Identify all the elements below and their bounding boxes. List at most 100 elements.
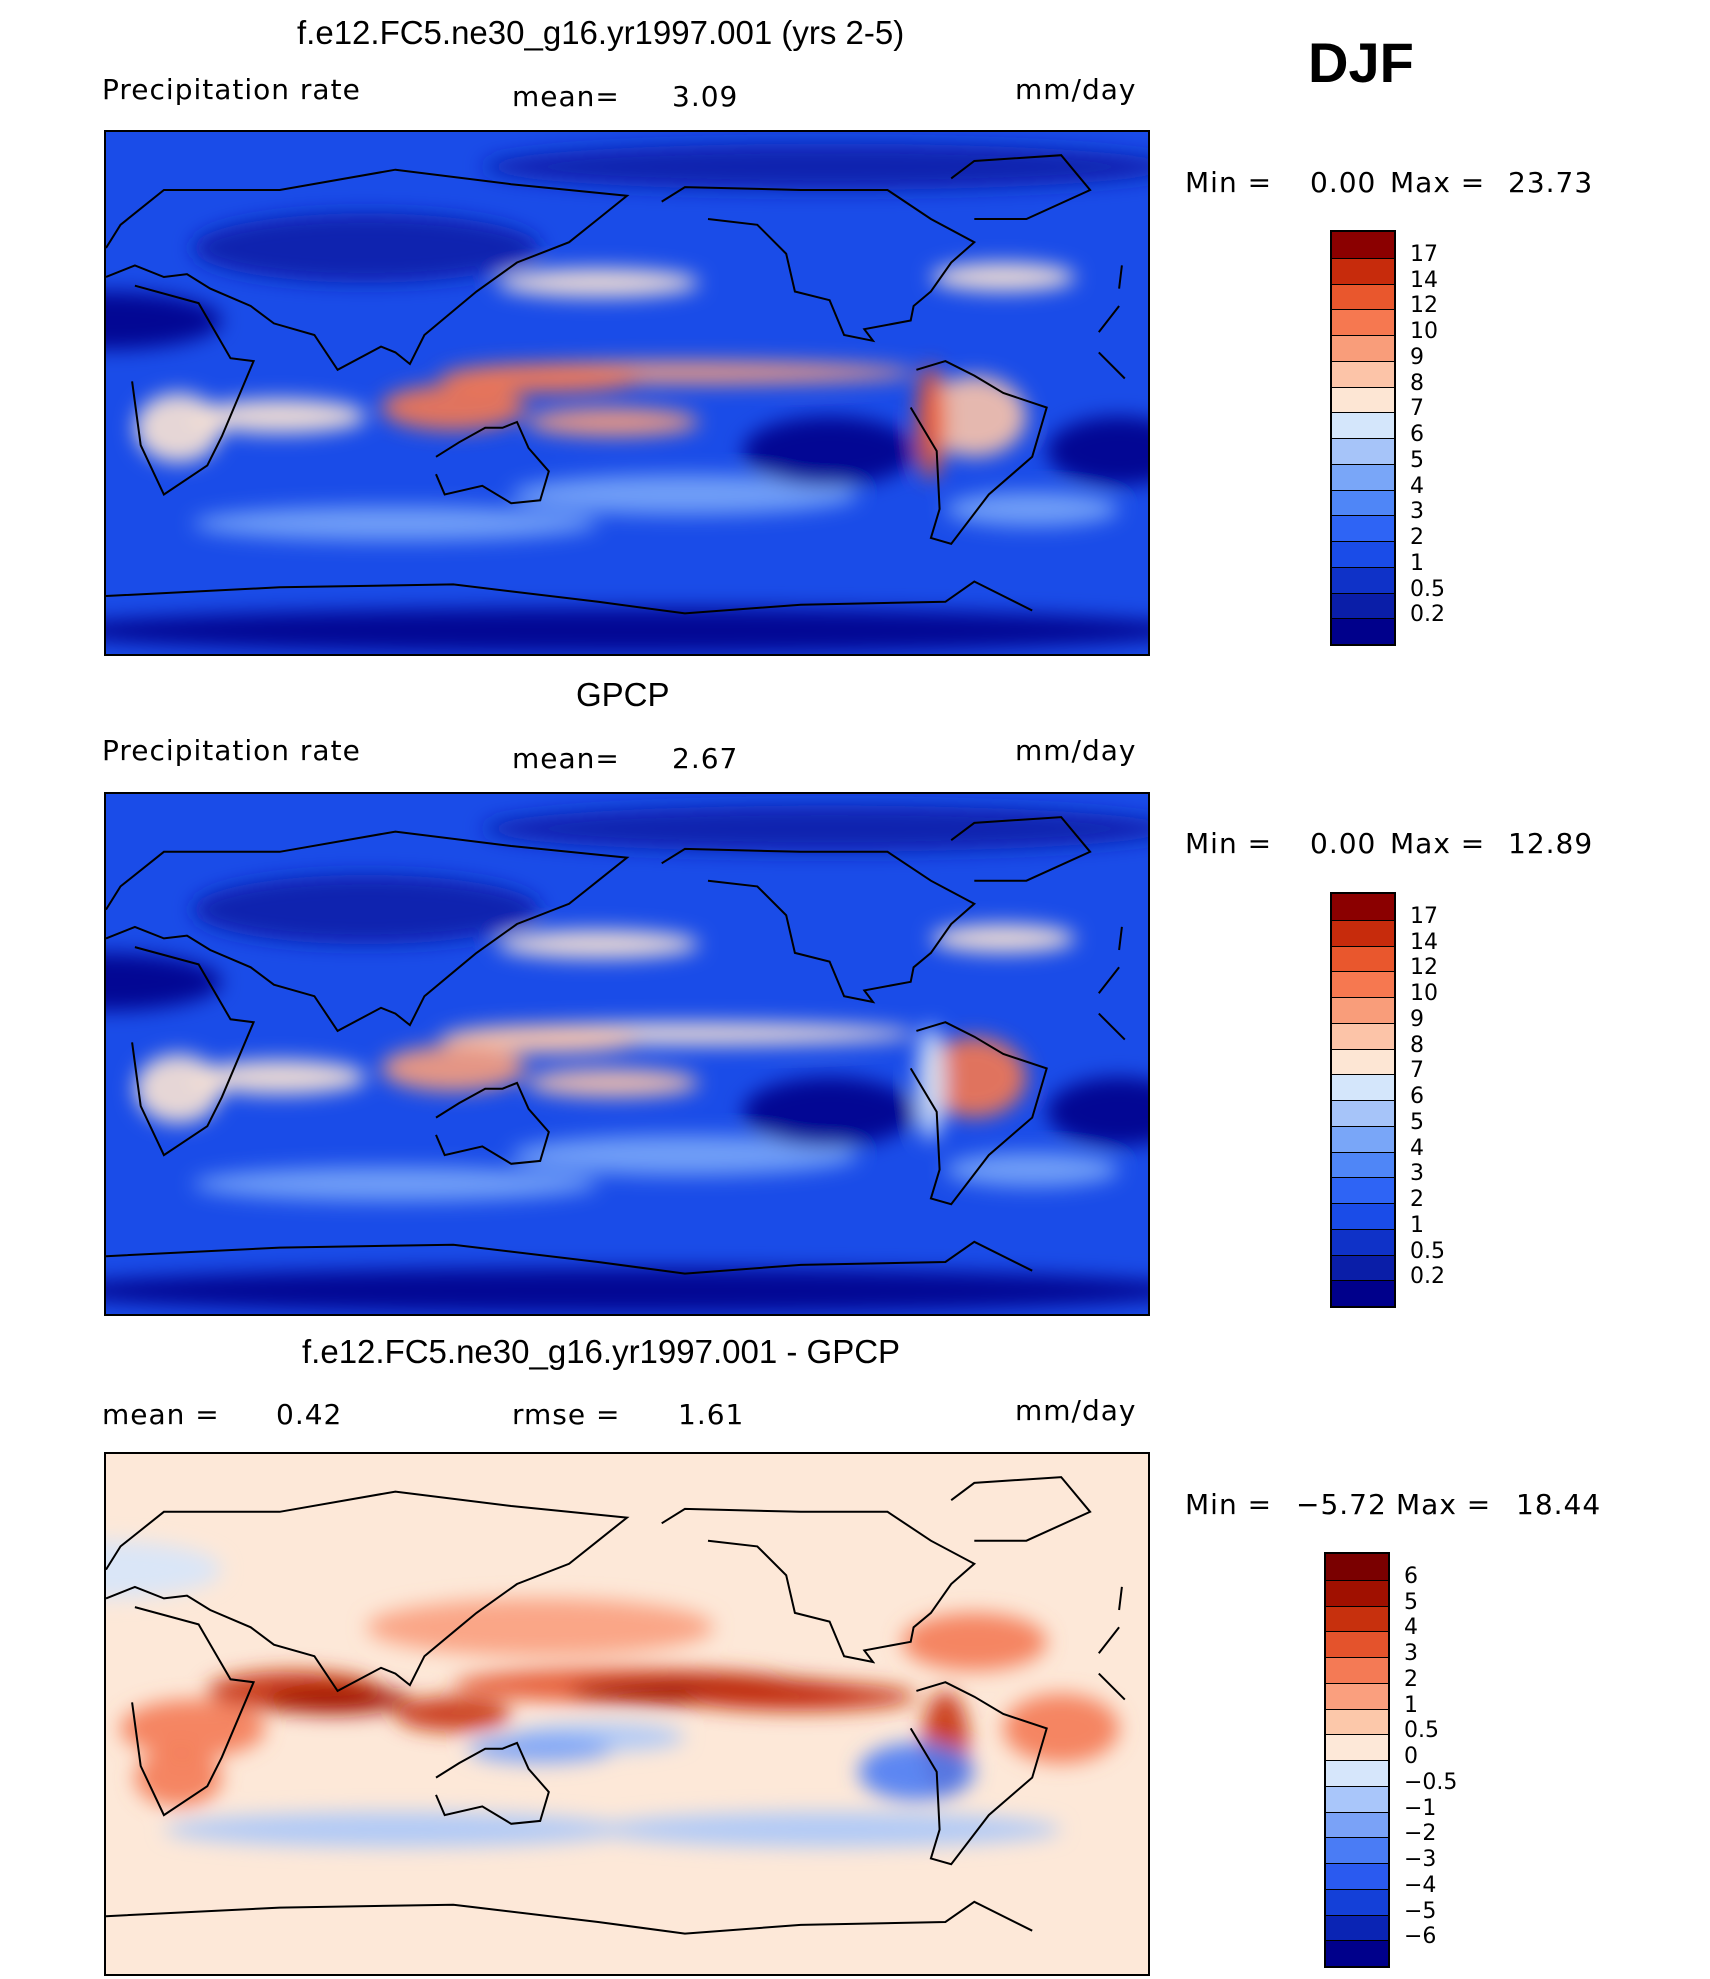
- map-field-patch: [1046, 1077, 1148, 1147]
- panel2-variable-label: Precipitation rate: [102, 734, 361, 767]
- coastline: [106, 1240, 1033, 1275]
- colorbar-tick-label: −0.5: [1404, 1769, 1458, 1795]
- coastline: [131, 1606, 1126, 1817]
- panel1-min-value: 0.00: [1310, 166, 1377, 199]
- colorbar-segment: [1332, 335, 1394, 361]
- colorbar-segment: [1332, 945, 1394, 972]
- colorbar-tick-label: 2: [1404, 1666, 1418, 1692]
- colorbar-segment: [1332, 1177, 1394, 1203]
- panel1-mean-value: 3.09: [672, 80, 739, 113]
- colorbar-tick-label: 8: [1410, 1032, 1424, 1058]
- panel3-max-label: Max =: [1396, 1488, 1492, 1521]
- panel2-title: GPCP: [576, 676, 670, 713]
- coastline: [909, 1681, 1048, 1866]
- map-coastlines: [106, 1476, 1126, 1935]
- panel3-map-svg: [106, 1454, 1148, 1974]
- colorbar-segment: [1326, 1605, 1388, 1632]
- panel2-colorbar: 0.2 0.5 1 2 3 4 5 6 7 8 9 10 12 14 17: [1330, 892, 1445, 1308]
- colorbar-segment: [1326, 1785, 1388, 1812]
- map-field-patch: [496, 929, 700, 959]
- map-field-layer: [106, 1540, 1120, 1847]
- colorbar-segment: [1332, 283, 1394, 310]
- map-field-patch: [192, 398, 367, 434]
- coastline: [661, 186, 977, 343]
- colorbar-tick-label: −1: [1404, 1795, 1437, 1821]
- panel1-map-svg: [106, 132, 1148, 654]
- map-field-patch: [922, 375, 1027, 457]
- colorbar-segment: [1326, 1631, 1388, 1657]
- colorbar-tick-label: 4: [1410, 1135, 1424, 1161]
- colorbar-segment: [1326, 1579, 1388, 1606]
- colorbar-segment: [1332, 232, 1394, 258]
- panel3-title: f.e12.FC5.ne30_g16.yr1997.001 - GPCP: [302, 1333, 901, 1370]
- colorbar-segment: [1332, 309, 1394, 335]
- panel1-units: mm/day: [1015, 73, 1137, 106]
- map-field-patch: [525, 1068, 700, 1098]
- colorbar-tick-label: 9: [1410, 344, 1424, 370]
- map-coastlines: [106, 816, 1126, 1275]
- colorbar-segment: [1332, 1125, 1394, 1152]
- map-field-patch: [192, 1166, 599, 1202]
- map-field-patch: [482, 805, 1148, 852]
- colorbar-segment: [1326, 1734, 1388, 1760]
- panel2-mean-label: mean=: [512, 742, 620, 775]
- colorbar-segment: [1326, 1940, 1388, 1966]
- colorbar-tick-label: 12: [1410, 955, 1438, 981]
- colorbar-tick-label: −3: [1404, 1847, 1437, 1872]
- map-field-patch: [438, 1025, 642, 1054]
- colorbar-segment: [1326, 1811, 1388, 1838]
- colorbar-tick-label: 14: [1410, 267, 1438, 293]
- map-field-patch: [945, 491, 1120, 527]
- colorbar-segment: [1332, 1203, 1394, 1229]
- colorbar-tick-label: 4: [1404, 1615, 1418, 1641]
- colorbar-tick-label: 4: [1410, 473, 1424, 499]
- colorbar-segment: [1326, 1837, 1388, 1863]
- coastline: [909, 360, 1048, 545]
- map-field-patch: [134, 1054, 222, 1124]
- panel1-title: f.e12.FC5.ne30_g16.yr1997.001 (yrs 2-5): [297, 14, 905, 51]
- panel2-min-label: Min =: [1185, 827, 1273, 860]
- colorbar-tick-label: 17: [1410, 903, 1438, 929]
- colorbar-segment: [1332, 997, 1394, 1023]
- colorbar-segment: [1332, 1022, 1394, 1049]
- panel1-colorbar: 0.2 0.5 1 2 3 4 5 6 7 8 9 10 12 14 17: [1330, 230, 1445, 646]
- map-field-patch: [916, 1025, 946, 1141]
- map-field-patch: [916, 364, 946, 480]
- map-field-patch: [930, 262, 1076, 292]
- coastline: [909, 1021, 1048, 1206]
- map-field-patch: [467, 1734, 613, 1764]
- map-field-patch: [192, 1059, 367, 1095]
- colorbar-segment: [1326, 1708, 1388, 1735]
- map-field-patch: [106, 1540, 222, 1599]
- coastline: [950, 1476, 1092, 1542]
- map-field-patch: [366, 1598, 714, 1657]
- map-field-patch: [438, 364, 642, 393]
- panel3-mean-label: mean =: [102, 1398, 220, 1431]
- map-field-patch: [192, 213, 541, 283]
- map-field-patch: [684, 1682, 917, 1712]
- colorbar-tick-label: 2: [1410, 525, 1424, 550]
- map-background: [106, 1454, 1148, 1974]
- colorbar-tick-label: 0: [1404, 1744, 1418, 1769]
- panel2-max-value: 12.89: [1508, 827, 1594, 860]
- map-field-patch: [106, 1267, 1148, 1314]
- panel2-map: [104, 792, 1150, 1316]
- map-field-patch: [742, 1077, 917, 1147]
- coastline: [661, 1507, 977, 1664]
- colorbar-tick-label: 6: [1410, 1084, 1424, 1109]
- map-field-patch: [598, 1812, 1062, 1847]
- colorbar-segment: [1332, 386, 1394, 413]
- colorbar-tick-label: 3: [1410, 499, 1424, 525]
- panel1-max-value: 23.73: [1508, 166, 1594, 199]
- coastline: [661, 847, 977, 1004]
- colorbar-segment: [1326, 1888, 1388, 1915]
- colorbar-tick-label: 9: [1410, 1006, 1424, 1032]
- map-field-patch: [395, 1696, 512, 1732]
- colorbar-segment: [1332, 412, 1394, 438]
- colorbar-tick-label: 8: [1410, 370, 1424, 396]
- map-field-patch: [525, 407, 700, 437]
- map-field-patch: [134, 1748, 222, 1807]
- coastline: [106, 580, 1033, 615]
- colorbar-tick-label: 7: [1410, 1058, 1424, 1084]
- map-field-patch: [380, 1045, 526, 1092]
